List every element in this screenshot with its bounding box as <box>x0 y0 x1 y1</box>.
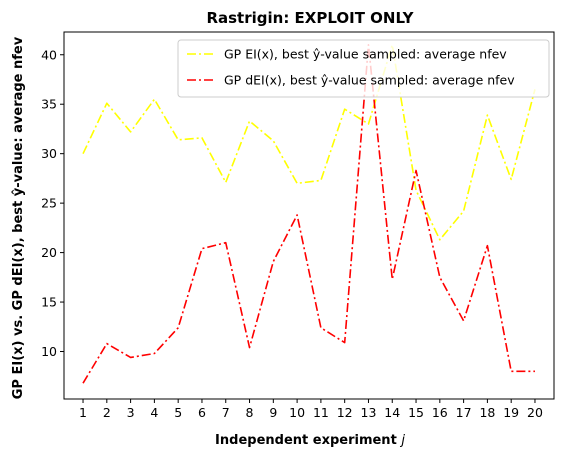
x-tick-label: 2 <box>103 405 111 420</box>
data-point <box>296 182 298 184</box>
data-point <box>129 356 131 358</box>
legend: GP EI(x), best ŷ-value sampled: average … <box>177 39 550 98</box>
y-tick-label: 25 <box>41 196 57 211</box>
x-tick-label: 18 <box>479 405 495 420</box>
x-tick-label: 4 <box>150 405 158 420</box>
data-point <box>272 140 274 142</box>
data-point <box>367 123 369 125</box>
y-tick-label: 35 <box>41 97 57 112</box>
series-line-gp-ei <box>82 44 536 241</box>
data-point <box>391 278 393 280</box>
data-point <box>153 98 155 100</box>
y-tick-label: 30 <box>41 146 57 161</box>
x-tick-label: 15 <box>408 405 424 420</box>
x-tick-label: 3 <box>127 405 135 420</box>
y-tick-label: 40 <box>41 47 57 62</box>
data-point <box>439 239 441 241</box>
x-tick-label: 9 <box>269 405 277 420</box>
data-point <box>320 327 322 329</box>
legend-box <box>177 39 550 98</box>
x-tick-label: 6 <box>198 405 206 420</box>
x-tick-label: 11 <box>313 405 329 420</box>
data-point <box>82 152 84 154</box>
axes-frame <box>63 31 555 400</box>
data-point <box>415 189 417 191</box>
data-point <box>201 247 203 249</box>
data-point <box>129 131 131 133</box>
data-point <box>415 169 417 171</box>
y-tick-label: 20 <box>41 245 57 260</box>
data-point <box>462 210 464 212</box>
data-point <box>248 120 250 122</box>
data-point <box>82 382 84 384</box>
data-point <box>248 346 250 348</box>
x-tick-label: 12 <box>337 405 353 420</box>
data-point <box>343 108 345 110</box>
plot-area: 1 2 3 4 5 6 7 8 9 10 11 12 13 14 15 16 17 18 19 20101520253… <box>41 31 555 420</box>
x-tick-label: 7 <box>222 405 230 420</box>
legend-label: GP EI(x), best ŷ-value sampled: average … <box>224 47 507 62</box>
y-tick-label: 10 <box>41 344 57 359</box>
legend-label: GP dEI(x), best ŷ-value sampled: average… <box>224 73 515 88</box>
data-point <box>106 342 108 344</box>
data-point <box>296 214 298 216</box>
series-line-gp-dei <box>82 44 535 384</box>
data-point <box>225 242 227 244</box>
data-point <box>106 102 108 104</box>
y-axis-label: GP EI(x) vs. GP dEI(x), best ŷ-value: av… <box>11 36 26 399</box>
x-tick-label: 13 <box>361 405 377 420</box>
data-point <box>534 370 536 372</box>
data-point <box>177 327 179 329</box>
x-tick-label: 20 <box>527 405 543 420</box>
x-tick-label: 19 <box>503 405 519 420</box>
x-tick-label: 5 <box>174 405 182 420</box>
x-tick-label: 17 <box>456 405 472 420</box>
data-point <box>225 181 227 183</box>
data-point <box>343 341 345 343</box>
data-point <box>462 320 464 322</box>
data-point <box>486 114 488 116</box>
y-tick-label: 15 <box>41 295 57 310</box>
x-tick-label: 1 <box>79 405 87 420</box>
x-tick-label: 14 <box>384 405 400 420</box>
chart-title: Rastrigin: EXPLOIT ONLY <box>206 9 414 27</box>
data-point <box>320 179 322 181</box>
data-point <box>177 139 179 141</box>
data-point <box>153 352 155 354</box>
data-point <box>510 178 512 180</box>
x-axis-label: Independent experiment j <box>215 433 405 448</box>
x-tick-label: 10 <box>289 405 305 420</box>
data-point <box>510 370 512 372</box>
data-point <box>439 276 441 278</box>
x-tick-label: 8 <box>246 405 254 420</box>
x-tick-label: 16 <box>432 405 448 420</box>
data-point <box>201 137 203 139</box>
data-point <box>272 260 274 262</box>
data-point <box>486 244 488 246</box>
